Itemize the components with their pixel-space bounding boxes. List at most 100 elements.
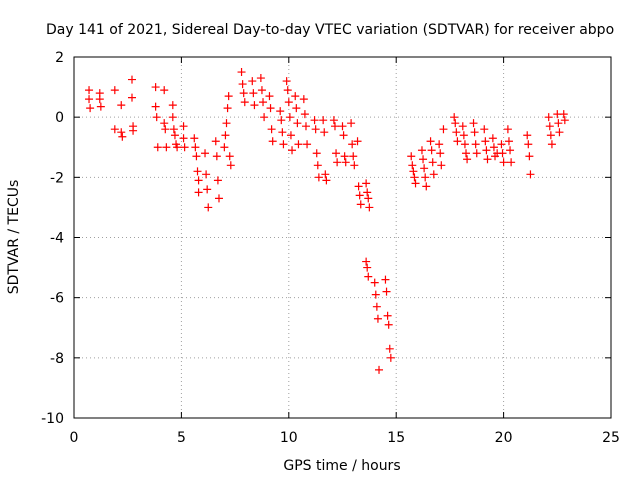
data-point-marker [381, 275, 390, 284]
data-point-marker [525, 152, 534, 161]
data-point-marker [472, 149, 481, 158]
data-point-marker [347, 119, 356, 128]
data-point-marker [453, 137, 462, 146]
data-point-marker [203, 185, 212, 194]
plot-frame [73, 56, 612, 419]
data-point-marker [193, 167, 202, 176]
data-point-marker [488, 134, 497, 143]
data-point-marker [152, 113, 161, 122]
data-point-marker [363, 263, 372, 272]
data-point-marker [117, 101, 126, 110]
data-point-marker [353, 137, 362, 146]
data-point-marker [435, 140, 444, 149]
data-point-marker [179, 134, 188, 143]
data-point-marker [301, 122, 310, 131]
data-point-marker [283, 86, 292, 95]
data-point-marker [450, 113, 459, 122]
data-point-marker [427, 146, 436, 155]
data-point-marker [469, 119, 478, 128]
data-point-marker [371, 290, 380, 299]
data-point-marker [546, 131, 555, 140]
data-point-marker [460, 140, 469, 149]
data-point-marker [422, 182, 431, 191]
x-tick-label: 10 [280, 430, 298, 446]
data-point-marker [240, 98, 249, 107]
data-point-marker [299, 95, 308, 104]
data-point-marker [110, 125, 119, 134]
data-point-marker [259, 98, 268, 107]
data-point-marker [223, 104, 232, 113]
data-point-marker [340, 152, 349, 161]
data-point-marker [483, 155, 492, 164]
data-point-marker [489, 143, 498, 152]
data-point-marker [249, 89, 258, 98]
data-point-marker [118, 132, 127, 141]
data-point-marker [294, 140, 303, 149]
data-point-marker [354, 182, 363, 191]
data-points [85, 68, 569, 374]
data-point-marker [506, 146, 515, 155]
data-point-marker [194, 188, 203, 197]
data-point-marker [559, 110, 568, 119]
data-point-marker [462, 149, 471, 158]
data-point-marker [86, 104, 95, 113]
data-point-marker [313, 161, 322, 170]
data-point-marker [127, 75, 136, 84]
data-point-marker [266, 104, 275, 113]
data-point-marker [285, 113, 294, 122]
data-point-marker [204, 203, 213, 212]
data-point-marker [170, 131, 179, 140]
data-point-marker [463, 155, 472, 164]
data-point-marker [373, 314, 382, 323]
data-point-marker [194, 176, 203, 185]
data-point-marker [222, 119, 231, 128]
data-point-marker [267, 125, 276, 134]
data-point-marker [421, 173, 430, 182]
data-point-marker [498, 149, 507, 158]
data-point-marker [439, 125, 448, 134]
data-point-marker [554, 119, 563, 128]
data-point-marker [300, 110, 309, 119]
data-point-marker [362, 179, 371, 188]
data-point-marker [471, 140, 480, 149]
data-point-marker [179, 122, 188, 131]
data-point-marker [523, 131, 532, 140]
data-point-marker [238, 80, 247, 89]
data-point-marker [385, 344, 394, 353]
data-point-marker [372, 302, 381, 311]
y-tick-label: -8 [50, 351, 64, 367]
data-point-marker [292, 104, 301, 113]
data-point-marker [117, 128, 126, 137]
data-point-marker [348, 140, 357, 149]
data-point-marker [382, 287, 391, 296]
data-point-marker [161, 125, 170, 134]
x-axis-label: GPS time / hours [283, 458, 400, 474]
data-point-marker [355, 191, 364, 200]
y-tick-label: -10 [41, 411, 64, 427]
data-point-marker [212, 152, 221, 161]
data-point-marker [260, 113, 269, 122]
y-tick-label: -2 [50, 170, 64, 186]
data-point-marker [284, 98, 293, 107]
data-point-marker [314, 173, 323, 182]
x-tick-label: 0 [70, 430, 79, 446]
x-tick-label: 15 [387, 430, 405, 446]
data-point-marker [288, 146, 297, 155]
data-point-marker [162, 143, 171, 152]
data-point-marker [329, 116, 338, 125]
data-point-marker [560, 116, 569, 125]
y-tick-label: -6 [50, 291, 64, 307]
data-point-marker [417, 146, 426, 155]
data-point-marker [201, 149, 210, 158]
data-point-marker [547, 140, 556, 149]
data-point-marker [277, 116, 286, 125]
data-point-marker [544, 113, 553, 122]
data-point-marker [507, 158, 516, 167]
data-point-marker [330, 122, 339, 131]
data-point-marker [504, 137, 513, 146]
data-point-marker [420, 164, 429, 173]
data-point-marker [321, 170, 330, 179]
data-point-marker [480, 125, 489, 134]
data-point-marker [257, 86, 266, 95]
data-point-marker [470, 128, 479, 137]
